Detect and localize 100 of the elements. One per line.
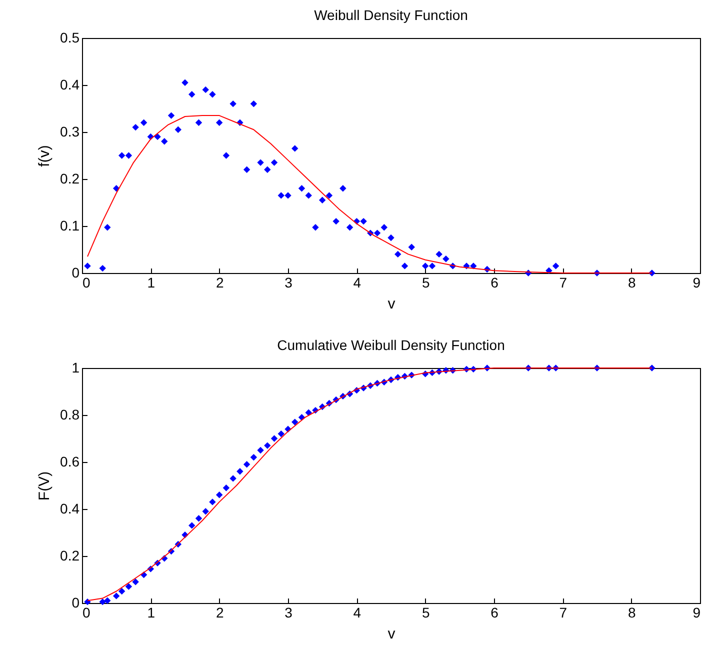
y-tick-label: 0.2 bbox=[60, 170, 80, 186]
point bbox=[360, 218, 367, 225]
point bbox=[230, 475, 236, 482]
point bbox=[270, 435, 278, 442]
point bbox=[84, 598, 91, 606]
point bbox=[243, 460, 250, 468]
point bbox=[182, 79, 188, 86]
point bbox=[195, 515, 202, 522]
y-tick-label: 0 bbox=[72, 264, 80, 280]
point bbox=[104, 224, 111, 231]
x-tick-label: 2 bbox=[216, 274, 224, 290]
point bbox=[257, 159, 264, 166]
x-tick-label: 4 bbox=[353, 604, 362, 620]
point bbox=[346, 224, 354, 231]
point bbox=[202, 86, 209, 94]
point bbox=[99, 598, 106, 606]
point bbox=[209, 498, 216, 506]
point bbox=[132, 124, 139, 131]
x-tick-label: 7 bbox=[559, 274, 568, 290]
point bbox=[243, 166, 250, 173]
point bbox=[202, 508, 209, 515]
point bbox=[326, 192, 333, 199]
x-tick-label: 4 bbox=[353, 274, 362, 290]
point bbox=[118, 152, 126, 159]
x-tick-label: 9 bbox=[692, 274, 701, 290]
point bbox=[270, 159, 278, 166]
point bbox=[118, 588, 126, 595]
point bbox=[250, 454, 258, 461]
point bbox=[154, 133, 161, 140]
point bbox=[470, 262, 477, 270]
point bbox=[222, 152, 230, 159]
x-tick-label: 1 bbox=[147, 274, 156, 290]
point bbox=[174, 126, 182, 134]
point bbox=[168, 112, 175, 119]
point bbox=[292, 418, 298, 426]
y-tick-label: 0.2 bbox=[60, 548, 80, 564]
point bbox=[284, 192, 292, 199]
y-tick-label: 0.3 bbox=[60, 124, 80, 140]
point bbox=[552, 262, 560, 270]
x-tick-label: 6 bbox=[490, 274, 499, 290]
point bbox=[112, 592, 120, 600]
point bbox=[298, 185, 306, 192]
y-tick-label: 0.5 bbox=[60, 30, 80, 46]
x-tick-label: 1 bbox=[147, 604, 156, 620]
point bbox=[380, 224, 388, 231]
x-tick-label: 7 bbox=[559, 604, 568, 620]
y-tick-label: 0.8 bbox=[60, 406, 80, 422]
x-tick-label: 0 bbox=[82, 274, 90, 290]
point bbox=[401, 262, 408, 270]
point bbox=[388, 234, 394, 242]
point bbox=[132, 578, 139, 586]
point bbox=[188, 91, 196, 98]
point bbox=[209, 91, 216, 98]
x-tick-label: 5 bbox=[422, 274, 430, 290]
point bbox=[332, 218, 340, 225]
point bbox=[318, 196, 326, 204]
point bbox=[236, 468, 244, 475]
x-tick-label: 0 bbox=[82, 604, 90, 620]
point bbox=[250, 100, 258, 108]
x-tick-label: 3 bbox=[284, 274, 293, 290]
point bbox=[305, 409, 312, 416]
x-axis-title: v bbox=[388, 626, 396, 642]
point bbox=[428, 262, 436, 270]
y-tick-label: 0.1 bbox=[60, 218, 80, 234]
point bbox=[264, 166, 271, 173]
point bbox=[422, 262, 429, 270]
point bbox=[340, 185, 346, 192]
y-axis-title: F(V) bbox=[36, 471, 54, 501]
y-axis-title: f(v) bbox=[36, 145, 54, 167]
point bbox=[99, 264, 106, 272]
point bbox=[161, 138, 168, 145]
x-tick-label: 9 bbox=[692, 604, 701, 620]
point bbox=[125, 152, 132, 159]
point bbox=[278, 430, 284, 438]
point bbox=[436, 250, 442, 258]
point bbox=[216, 119, 223, 126]
point bbox=[104, 597, 111, 604]
chart-title: Cumulative Weibull Density Function bbox=[277, 337, 505, 353]
point bbox=[257, 446, 264, 454]
x-tick-label: 6 bbox=[490, 604, 499, 620]
point bbox=[394, 250, 402, 258]
y-tick-label: 0.6 bbox=[60, 454, 80, 470]
y-tick-label: 0 bbox=[72, 594, 80, 610]
point bbox=[442, 256, 450, 262]
x-tick-label: 5 bbox=[422, 604, 430, 620]
chart-title: Weibull Density Function bbox=[314, 7, 468, 23]
point bbox=[264, 442, 271, 449]
y-tick-label: 1 bbox=[72, 360, 80, 376]
point bbox=[188, 522, 196, 529]
x-tick-label: 8 bbox=[628, 274, 636, 290]
x-axis-title: v bbox=[388, 296, 396, 312]
y-tick-label: 0.4 bbox=[60, 500, 80, 516]
y-tick-label: 0.4 bbox=[60, 76, 80, 92]
point bbox=[140, 119, 148, 126]
x-tick-label: 8 bbox=[628, 604, 636, 620]
point bbox=[84, 262, 91, 270]
x-tick-label: 3 bbox=[284, 604, 293, 620]
point bbox=[312, 224, 319, 231]
point bbox=[125, 583, 132, 590]
x-tick-label: 2 bbox=[216, 604, 224, 620]
